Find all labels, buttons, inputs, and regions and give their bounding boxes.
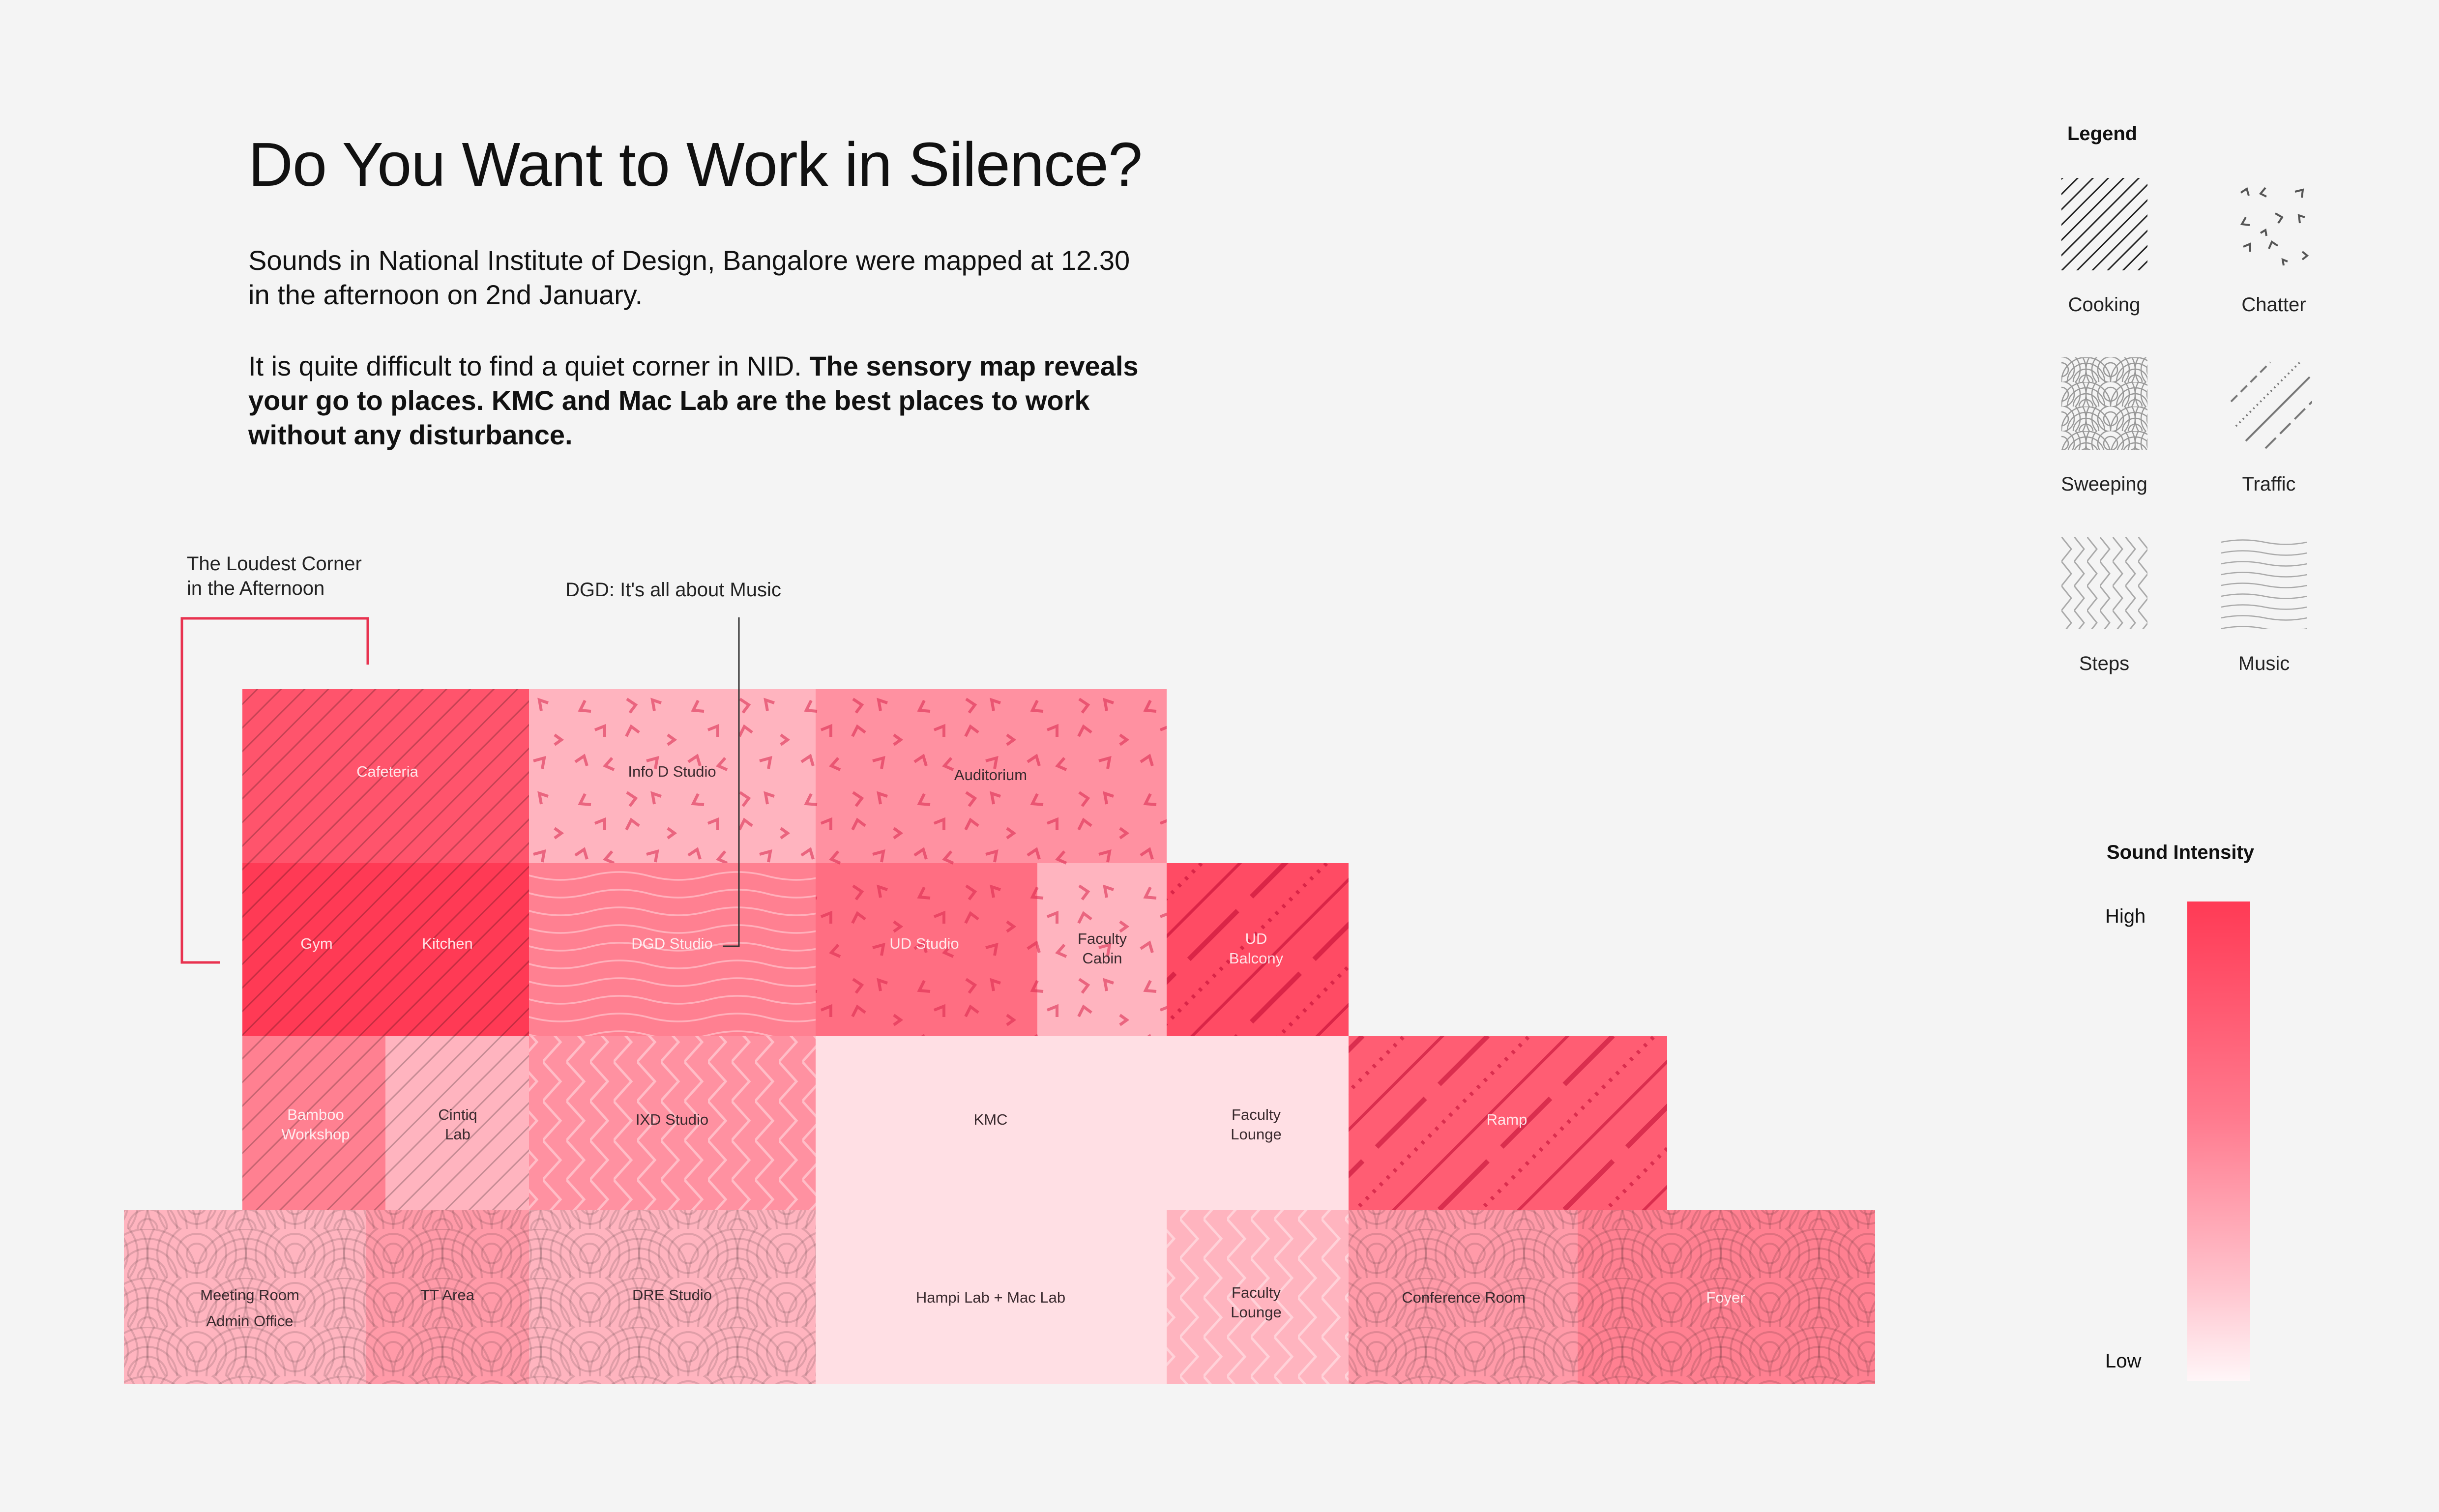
intensity-gradient-bar: [2187, 901, 2250, 1381]
page-title: Do You Want to Work in Silence?: [248, 130, 1143, 199]
room-label: TT Area: [420, 1286, 474, 1304]
legend-item-music: Music: [2190, 537, 2338, 675]
room-label: DGD Studio: [631, 935, 712, 952]
body-text: It is quite difficult to find a quiet co…: [248, 349, 1182, 452]
room-label: Cafeteria: [356, 763, 419, 780]
room-block: [816, 1036, 1167, 1210]
legend-item-sweeping: Sweeping: [2030, 357, 2178, 495]
sweeping-pattern: [1578, 1210, 1875, 1384]
legend-label: Chatter: [2241, 294, 2306, 316]
intensity-title: Sound Intensity: [2107, 842, 2254, 863]
room-label: Faculty Lounge: [1231, 1284, 1281, 1321]
sweeping-pattern-icon: [2061, 357, 2147, 450]
chatter-pattern: [816, 689, 1167, 863]
room-label: Kitchen: [422, 935, 472, 952]
room-label: Gym: [300, 935, 332, 952]
body-plain: It is quite difficult to find a quiet co…: [248, 350, 810, 381]
loudest-line-2: in the Afternoon: [187, 578, 325, 599]
legend-item-chatter: Chatter: [2200, 178, 2348, 316]
room-label: Meeting Room: [200, 1286, 299, 1304]
loudest-corner-bracket: [180, 617, 369, 964]
room-label: KMC: [974, 1111, 1008, 1128]
cooking-pattern: [242, 863, 529, 1036]
room-label: Cintiq Lab: [438, 1106, 477, 1143]
legend-label: Music: [2238, 653, 2290, 674]
loudest-line-1: The Loudest Corner: [187, 553, 362, 575]
cooking-pattern: [242, 689, 529, 863]
traffic-pattern: [1349, 1036, 1667, 1210]
room-label: Bamboo Workshop: [282, 1106, 350, 1143]
legend-item-traffic: Traffic: [2195, 357, 2343, 495]
sweeping-pattern: [1349, 1210, 1578, 1384]
intro-line-2: in the afternoon on 2nd January.: [248, 279, 643, 310]
intro-text: Sounds in National Institute of Design, …: [248, 243, 1182, 312]
body-bold-2: your go to places. KMC and Mac Lab are t…: [248, 385, 1090, 416]
room-label: DRE Studio: [632, 1286, 712, 1304]
cooking-pattern: [385, 1036, 529, 1210]
intensity-high-label: High: [2105, 905, 2146, 927]
chatter-pattern: [1037, 863, 1167, 1036]
music-pattern: [529, 863, 816, 1036]
body-bold-3: without any disturbance.: [248, 419, 573, 450]
sweeping-pattern: [366, 1210, 529, 1384]
chatter-pattern: [816, 863, 1037, 1036]
legend-label: Steps: [2079, 653, 2130, 674]
legend-title: Legend: [2067, 123, 2138, 145]
legend-label: Sweeping: [2061, 473, 2147, 495]
intensity-low-label: Low: [2105, 1350, 2142, 1372]
legend-label: Cooking: [2068, 294, 2141, 316]
loudest-corner-annotation: The Loudest Corner in the Afternoon: [187, 552, 362, 601]
music-pattern-icon: [2221, 537, 2307, 629]
traffic-pattern: [1167, 863, 1349, 1036]
cooking-pattern: [242, 1036, 385, 1210]
intro-line-1: Sounds in National Institute of Design, …: [248, 245, 1130, 276]
legend-item-cooking: Cooking: [2030, 178, 2178, 316]
sweeping-pattern: [529, 1210, 816, 1384]
room-blocks: Cafeteria Info D Studio Auditorium Gym Kitch…: [124, 689, 1875, 1384]
steps-pattern-icon: [2061, 537, 2147, 629]
body-bold-1: The sensory map reveals: [809, 350, 1139, 381]
room-block: [1167, 1036, 1349, 1210]
dgd-annotation: DGD: It's all about Music: [565, 579, 781, 601]
room-block: [816, 1210, 1167, 1384]
room-label: UD Studio: [889, 935, 959, 952]
room-label: Info D Studio: [628, 763, 716, 780]
traffic-pattern-icon: [2230, 361, 2312, 449]
steps-pattern: [529, 1036, 816, 1210]
room-label: Foyer: [1706, 1289, 1745, 1306]
chatter-pattern-icon: [2240, 187, 2309, 266]
room-label: Conference Room: [1402, 1289, 1526, 1306]
room-label: Ramp: [1487, 1111, 1528, 1128]
room-label: IXD Studio: [636, 1111, 708, 1128]
cooking-pattern-icon: [2061, 178, 2147, 270]
legend-item-steps: Steps: [2030, 537, 2178, 675]
dgd-leader-line: [723, 617, 740, 947]
room-label: Hampi Lab + Mac Lab: [916, 1289, 1065, 1306]
room-label: Faculty Lounge: [1231, 1106, 1281, 1143]
room-label: UD Balcony: [1229, 930, 1284, 967]
steps-pattern: [1167, 1210, 1349, 1384]
chatter-pattern: [529, 689, 816, 863]
room-label: Auditorium: [954, 766, 1027, 784]
room-label: Faculty Cabin: [1078, 930, 1127, 967]
legend-label: Traffic: [2242, 473, 2296, 495]
room-label: Admin Office: [206, 1312, 294, 1330]
sweeping-pattern: [124, 1210, 366, 1384]
